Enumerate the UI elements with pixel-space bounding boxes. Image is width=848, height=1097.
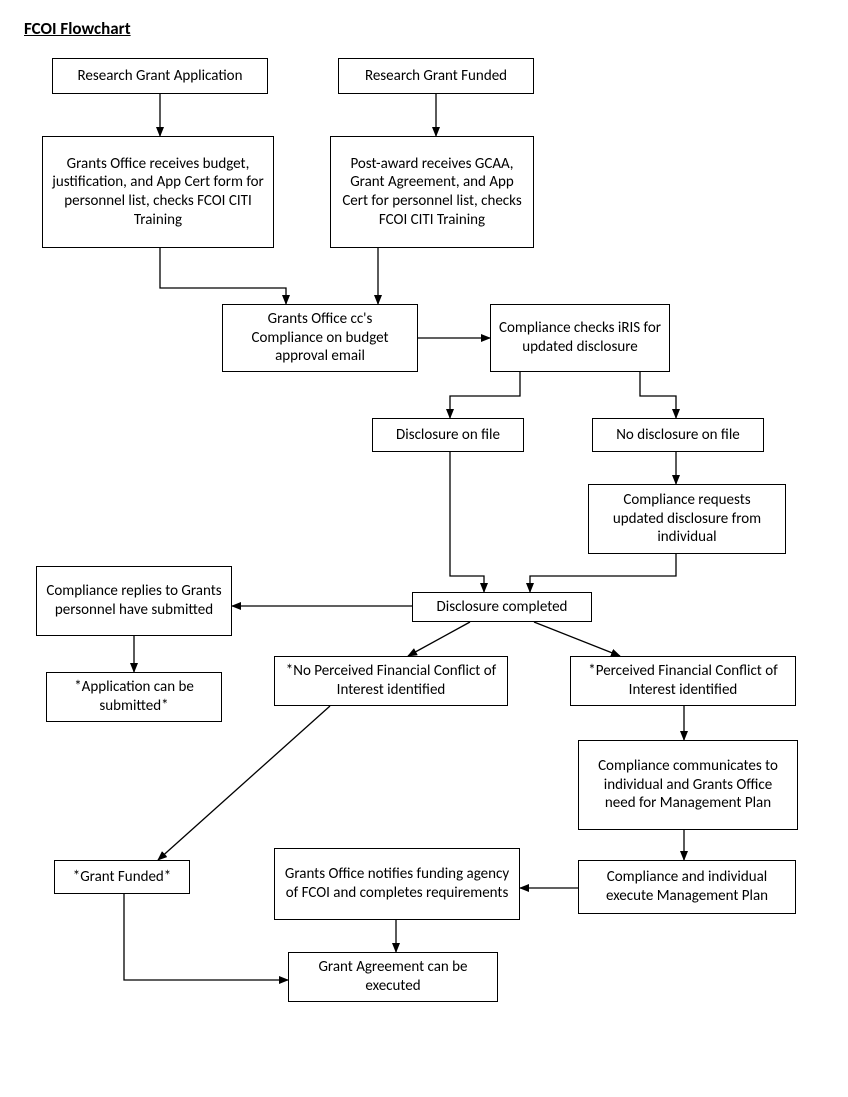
- flowchart-node-n11: Compliance replies to Grants personnel h…: [36, 566, 232, 636]
- node-label: Post-award receives GCAA, Grant Agreemen…: [339, 155, 525, 230]
- node-label: Compliance requests updated disclosure f…: [597, 491, 777, 547]
- node-label: Grants Office receives budget, justifica…: [51, 155, 265, 230]
- edge-n6-n8: [640, 372, 676, 418]
- flowchart-node-n2: Research Grant Funded: [338, 58, 534, 94]
- edge-n13-n18: [158, 706, 330, 860]
- edge-n10-n14: [534, 622, 620, 656]
- flowchart-node-n6: Compliance checks iRIS for updated discl…: [490, 304, 670, 372]
- edge-n10-n13: [408, 622, 470, 656]
- node-label: Compliance and individual execute Manage…: [587, 868, 787, 906]
- node-label: Compliance replies to Grants personnel h…: [45, 582, 223, 620]
- node-label: Compliance communicates to individual an…: [587, 757, 789, 813]
- flowchart-node-n3: Grants Office receives budget, justifica…: [42, 136, 274, 248]
- edge-n3-n5: [160, 248, 286, 304]
- flowchart-node-n7: Disclosure on file: [372, 418, 524, 452]
- edge-n6-n7: [450, 372, 520, 418]
- page-title: FCOI Flowchart: [24, 18, 131, 39]
- flowchart-node-n14: *Perceived Financial Conflict of Interes…: [570, 656, 796, 706]
- edge-n9-n10: [530, 554, 676, 592]
- flowchart-node-n12: *Application can be submitted*: [46, 672, 222, 722]
- node-label: Compliance checks iRIS for updated discl…: [499, 319, 661, 357]
- node-label: Research Grant Funded: [365, 67, 507, 86]
- edge-n18-n19: [124, 894, 288, 980]
- flowchart-node-n18: *Grant Funded*: [54, 860, 190, 894]
- node-label: No disclosure on file: [616, 426, 740, 445]
- flowchart-node-n15: Compliance communicates to individual an…: [578, 740, 798, 830]
- edge-n7-n10: [450, 452, 484, 592]
- node-label: Disclosure on file: [396, 426, 500, 445]
- node-label: Research Grant Application: [78, 67, 243, 86]
- flowchart-node-n4: Post-award receives GCAA, Grant Agreemen…: [330, 136, 534, 248]
- flowchart-page: FCOI Flowchart Research Grant Applicatio…: [0, 0, 848, 1097]
- flowchart-node-n16: Compliance and individual execute Manage…: [578, 860, 796, 914]
- node-label: *Grant Funded*: [73, 868, 172, 887]
- node-label: Grants Office notifies funding agency of…: [283, 865, 511, 903]
- node-label: Grant Agreement can be executed: [297, 958, 489, 996]
- flowchart-node-n19: Grant Agreement can be executed: [288, 952, 498, 1002]
- node-label: *Perceived Financial Conflict of Interes…: [579, 662, 787, 700]
- flowchart-node-n8: No disclosure on file: [592, 418, 764, 452]
- node-label: *Application can be submitted*: [55, 678, 213, 716]
- node-label: Grants Office cc's Compliance on budget …: [231, 310, 409, 366]
- flowchart-node-n17: Grants Office notifies funding agency of…: [274, 848, 520, 920]
- flowchart-node-n1: Research Grant Application: [52, 58, 268, 94]
- node-label: *No Perceived Financial Conflict of Inte…: [283, 662, 499, 700]
- flowchart-node-n5: Grants Office cc's Compliance on budget …: [222, 304, 418, 372]
- flowchart-node-n10: Disclosure completed: [412, 592, 592, 622]
- flowchart-node-n9: Compliance requests updated disclosure f…: [588, 484, 786, 554]
- node-label: Disclosure completed: [437, 598, 568, 617]
- flowchart-node-n13: *No Perceived Financial Conflict of Inte…: [274, 656, 508, 706]
